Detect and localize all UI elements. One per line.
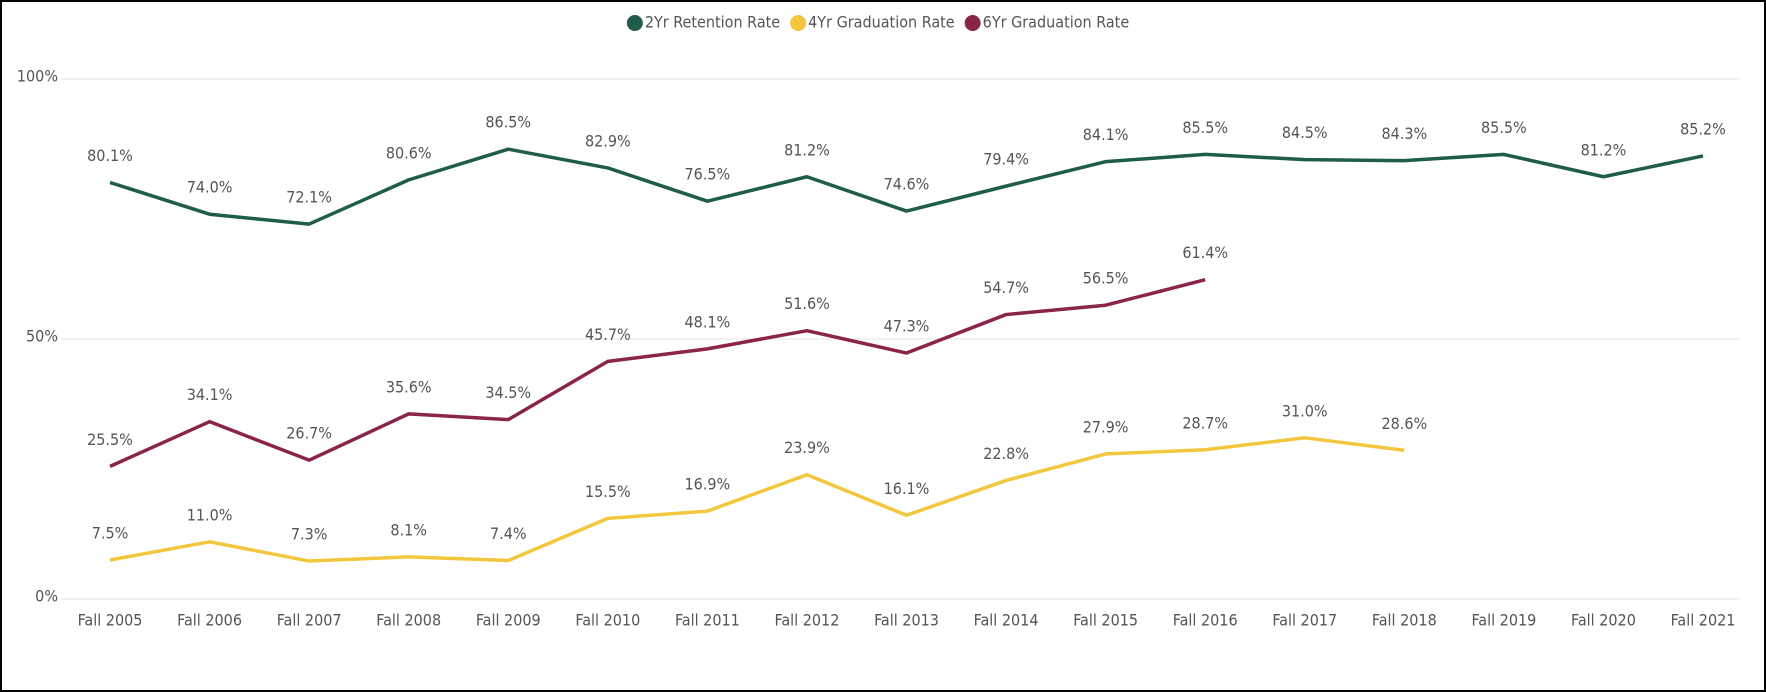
data-label: 26.7% xyxy=(286,424,332,443)
x-tick-label: Fall 2012 xyxy=(775,611,840,630)
data-label: 84.1% xyxy=(1083,125,1129,144)
data-label: 28.6% xyxy=(1381,414,1427,433)
data-label: 81.2% xyxy=(1581,140,1627,159)
data-label: 27.9% xyxy=(1083,417,1129,436)
x-tick-label: Fall 2015 xyxy=(1073,611,1138,630)
data-label: 35.6% xyxy=(386,377,432,396)
x-tick-label: Fall 2018 xyxy=(1372,611,1437,630)
data-label: 61.4% xyxy=(1182,243,1228,262)
x-tick-label: Fall 2021 xyxy=(1671,611,1736,630)
data-label: 23.9% xyxy=(784,438,830,457)
series-line xyxy=(109,278,1206,468)
data-label: 48.1% xyxy=(685,312,731,331)
x-tick-label: Fall 2019 xyxy=(1471,611,1536,630)
legend-label: 4Yr Graduation Rate xyxy=(808,13,955,32)
x-tick-label: Fall 2009 xyxy=(476,611,541,630)
y-tick-label: 0% xyxy=(35,587,58,606)
y-tick-label: 100% xyxy=(17,67,58,86)
x-tick-label: Fall 2006 xyxy=(177,611,242,630)
x-tick-label: Fall 2010 xyxy=(575,611,640,630)
legend-label: 6Yr Graduation Rate xyxy=(983,13,1130,32)
series-line xyxy=(109,147,1704,226)
x-tick-label: Fall 2008 xyxy=(376,611,441,630)
data-label: 34.1% xyxy=(187,385,233,404)
data-label: 15.5% xyxy=(585,482,631,501)
data-label: 84.5% xyxy=(1282,123,1328,142)
data-label: 11.0% xyxy=(187,505,233,524)
data-label: 86.5% xyxy=(485,113,531,132)
data-label: 80.1% xyxy=(87,146,133,165)
data-label: 7.4% xyxy=(490,524,527,543)
x-tick-label: Fall 2013 xyxy=(874,611,939,630)
series-line xyxy=(109,436,1405,563)
data-label: 31.0% xyxy=(1282,401,1328,420)
data-label: 85.5% xyxy=(1481,118,1527,137)
legend-marker xyxy=(790,15,807,31)
x-tick-label: Fall 2007 xyxy=(277,611,342,630)
data-label: 84.3% xyxy=(1381,124,1427,143)
data-label: 51.6% xyxy=(784,294,830,313)
data-label: 56.5% xyxy=(1083,269,1129,288)
data-label: 7.3% xyxy=(291,525,328,544)
x-tick-label: Fall 2020 xyxy=(1571,611,1636,630)
x-tick-label: Fall 2005 xyxy=(78,611,143,630)
x-tick-label: Fall 2014 xyxy=(974,611,1039,630)
x-tick-label: Fall 2011 xyxy=(675,611,740,630)
data-label: 16.1% xyxy=(884,479,930,498)
data-label: 25.5% xyxy=(87,430,133,449)
data-label: 79.4% xyxy=(983,150,1029,169)
y-tick-label: 50% xyxy=(26,327,58,346)
x-tick-label: Fall 2017 xyxy=(1272,611,1337,630)
data-label: 47.3% xyxy=(884,317,930,336)
data-label: 81.2% xyxy=(784,140,830,159)
data-label: 74.6% xyxy=(884,175,930,194)
data-label: 22.8% xyxy=(983,444,1029,463)
legend-marker xyxy=(626,15,643,31)
x-tick-label: Fall 2016 xyxy=(1173,611,1238,630)
data-label: 82.9% xyxy=(585,131,631,150)
data-label: 85.5% xyxy=(1182,118,1228,137)
data-label: 85.2% xyxy=(1680,119,1726,138)
data-label: 74.0% xyxy=(187,178,233,197)
data-label: 80.6% xyxy=(386,143,432,162)
data-label: 8.1% xyxy=(390,520,427,539)
data-label: 34.5% xyxy=(485,383,531,402)
legend-label: 2Yr Retention Rate xyxy=(645,13,780,32)
data-label: 16.9% xyxy=(685,475,731,494)
data-label: 45.7% xyxy=(585,325,631,344)
data-label: 72.1% xyxy=(286,188,332,207)
data-label: 28.7% xyxy=(1182,413,1228,432)
data-label: 7.5% xyxy=(92,524,129,543)
legend-marker xyxy=(964,15,981,31)
data-label: 54.7% xyxy=(983,278,1029,297)
data-label: 76.5% xyxy=(685,165,731,184)
